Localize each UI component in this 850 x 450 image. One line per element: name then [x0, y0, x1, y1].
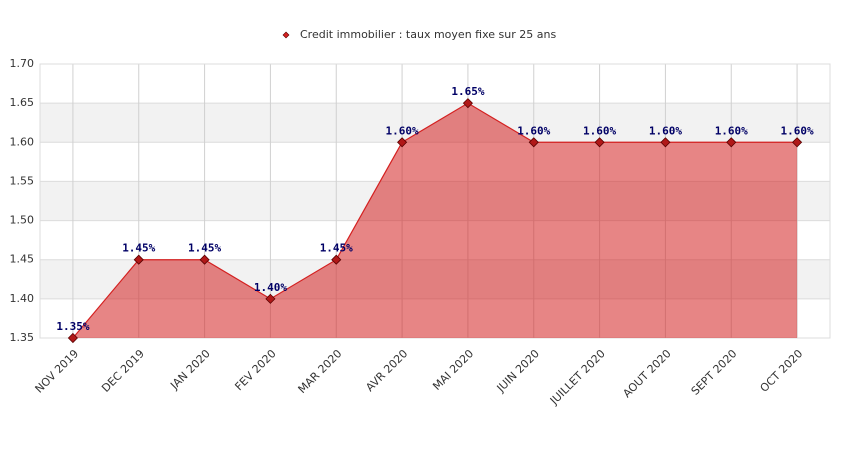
- y-tick-label: 1.35: [10, 331, 35, 344]
- marker: [726, 137, 737, 148]
- value-label: 1.60%: [517, 124, 550, 137]
- value-label: 1.60%: [583, 124, 616, 137]
- marker: [528, 137, 539, 148]
- marker: [462, 98, 473, 109]
- marker: [594, 137, 605, 148]
- y-tick-label: 1.40: [10, 292, 35, 305]
- value-label: 1.35%: [56, 320, 89, 333]
- line: [72, 102, 798, 339]
- value-label: 1.40%: [254, 281, 287, 294]
- value-label: 1.60%: [386, 124, 419, 137]
- y-tick-label: 1.65: [10, 96, 35, 109]
- marker: [792, 137, 803, 148]
- legend: Credit immobilier : taux moyen fixe sur …: [282, 28, 556, 41]
- legend-marker: [282, 31, 290, 39]
- value-label: 1.60%: [649, 124, 682, 137]
- marker: [265, 293, 276, 304]
- value-label: 1.45%: [122, 242, 155, 255]
- marker: [331, 254, 342, 265]
- y-tick-label: 1.45: [10, 253, 35, 266]
- marker: [660, 137, 671, 148]
- y-tick-label: 1.55: [10, 174, 35, 187]
- value-label: 1.65%: [451, 85, 484, 98]
- marker: [67, 332, 78, 344]
- value-label: 1.45%: [188, 242, 221, 255]
- value-label: 1.60%: [715, 124, 748, 137]
- value-label: 1.45%: [320, 242, 353, 255]
- marker: [397, 137, 408, 148]
- value-label: 1.60%: [781, 124, 814, 137]
- area: [72, 103, 798, 339]
- legend-label: Credit immobilier : taux moyen fixe sur …: [300, 28, 556, 41]
- y-tick-label: 1.50: [10, 214, 35, 227]
- y-tick-label: 1.70: [10, 57, 35, 70]
- y-tick-label: 1.60: [10, 135, 35, 148]
- marker: [133, 254, 144, 265]
- marker: [199, 254, 210, 265]
